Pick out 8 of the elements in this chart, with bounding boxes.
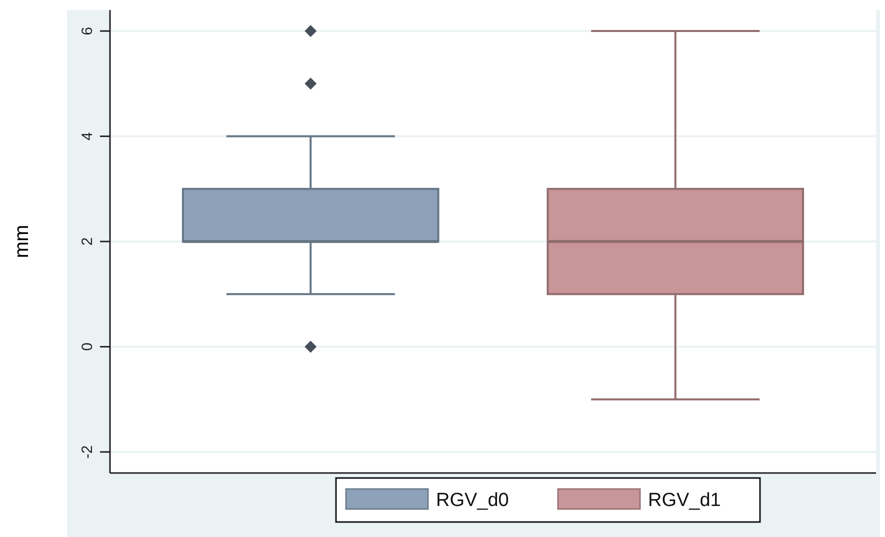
legend-label: RGV_d0 (436, 490, 509, 511)
y-tick-label: 2 (79, 237, 96, 246)
legend-label: RGV_d1 (648, 490, 721, 511)
y-tick-label: 4 (79, 132, 96, 140)
y-tick-label: 6 (79, 26, 96, 36)
y-axis-title: mm (11, 224, 33, 258)
y-tick-label: -2 (79, 445, 96, 459)
y-tick-label: 0 (79, 342, 96, 351)
